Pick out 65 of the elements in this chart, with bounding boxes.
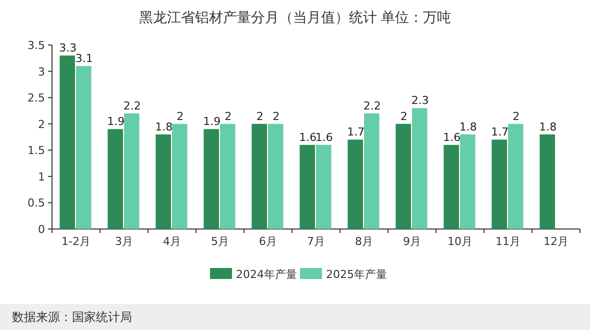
y-tick-label: 0.5 [28,196,45,210]
bar [540,134,555,229]
legend-label: 2025年产量 [326,268,387,281]
bar [364,113,380,229]
y-tick-label: 0 [38,223,45,236]
x-tick-label: 1-2月 [62,235,90,248]
data-label: 2 [272,110,280,123]
data-label: 2 [400,110,408,123]
bar [444,144,459,229]
data-label: 3.3 [59,42,77,55]
bar [268,124,284,229]
data-label: 1.7 [491,126,509,139]
bar [300,144,315,229]
data-label: 1.8 [459,120,477,134]
data-label: 1.8 [155,120,173,134]
x-tick-label: 7月 [307,235,325,248]
data-label: 2 [224,110,232,123]
x-tick-label: 10月 [448,235,472,248]
bar [108,129,123,229]
y-tick-label: 3 [38,65,45,78]
y-tick-label: 2.5 [28,92,45,105]
data-label: 1.6 [315,130,333,144]
bar [76,66,92,229]
legend-label: 2024年产量 [236,268,297,281]
data-label: 1.7 [347,126,365,139]
bar [156,134,171,229]
x-tick-label: 8月 [355,235,373,248]
data-label: 1.8 [539,120,557,134]
bar [172,124,188,229]
x-tick-label: 9月 [403,235,421,248]
bar [252,124,267,229]
x-tick-label: 3月 [115,235,133,248]
data-label: 3.1 [75,52,93,66]
data-label: 2.3 [411,94,429,108]
data-label: 2 [512,110,520,123]
x-tick-label: 12月 [544,235,568,248]
data-label: 2.2 [363,99,381,112]
bar [60,56,75,229]
bar [348,140,363,229]
data-label: 1.6 [443,130,461,144]
y-tick-label: 1.5 [28,144,45,158]
data-label: 2.2 [123,99,141,112]
data-label: 2 [176,110,184,123]
bar [220,124,236,229]
bar [492,140,507,229]
x-tick-label: 11月 [496,235,520,248]
data-label: 2 [256,110,264,123]
data-label: 1.9 [107,115,125,128]
bar [316,144,332,229]
bar [124,113,140,229]
bar [412,108,428,229]
bar [460,134,476,229]
bar [204,129,219,229]
chart-title: 黑龙江省铝材产量分月（当月值）统计 单位：万吨 [138,10,452,26]
bar [508,124,524,229]
bar [396,124,411,229]
y-tick-label: 2 [38,118,45,131]
x-tick-label: 4月 [163,235,181,248]
x-tick-label: 6月 [259,235,277,248]
data-label: 1.9 [203,115,221,128]
y-tick-label: 1 [38,170,45,184]
data-label: 1.6 [299,130,317,144]
x-tick-label: 5月 [211,235,229,248]
source-note: 数据来源：国家统计局 [12,310,132,324]
y-tick-label: 3.5 [28,39,45,52]
